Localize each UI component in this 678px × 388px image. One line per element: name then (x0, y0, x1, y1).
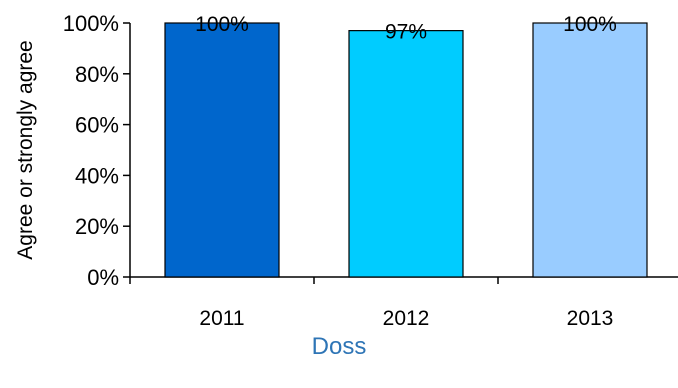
bar-2012 (348, 30, 464, 278)
y-tick-label: 20% (75, 214, 119, 239)
y-tick-label: 0% (87, 265, 119, 290)
bar-value-label: 100% (195, 13, 249, 36)
y-ticks: 0% 20% 40% 60% 80% 100% (63, 11, 130, 290)
bars (164, 22, 648, 278)
x-ticks (129, 277, 499, 284)
y-tick-label: 100% (63, 11, 119, 36)
bar-value-label: 97% (385, 21, 427, 44)
bar-value-label: 100% (563, 13, 617, 36)
category-label: 2011 (199, 307, 244, 330)
bar-labels: 100% 97% 100% (195, 13, 617, 44)
y-tick-label: 80% (75, 62, 119, 87)
bar-2011 (164, 22, 280, 278)
y-tick-label: 40% (75, 163, 119, 188)
y-axis-title: Agree or strongly agree (14, 40, 37, 259)
x-axis-title: Doss (312, 333, 367, 360)
y-tick-label: 60% (75, 113, 119, 138)
category-label: 2012 (383, 307, 430, 330)
category-labels: 2011 2012 2013 (199, 307, 613, 330)
category-label: 2013 (567, 307, 614, 330)
bar-2013 (532, 22, 648, 278)
